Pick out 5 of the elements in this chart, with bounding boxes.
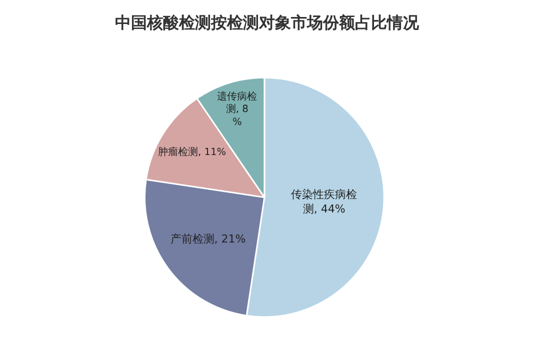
chart-title: 中国核酸检测按检测对象市场份额占比情况 (115, 13, 420, 32)
slice-label: 遗传病检测, 8% (217, 90, 258, 128)
slice-label: 产前检测, 21% (170, 232, 246, 246)
slice-label: 传染性疾病检测, 44% (291, 188, 358, 216)
slice-label: 肿瘤检测, 11% (158, 146, 226, 158)
